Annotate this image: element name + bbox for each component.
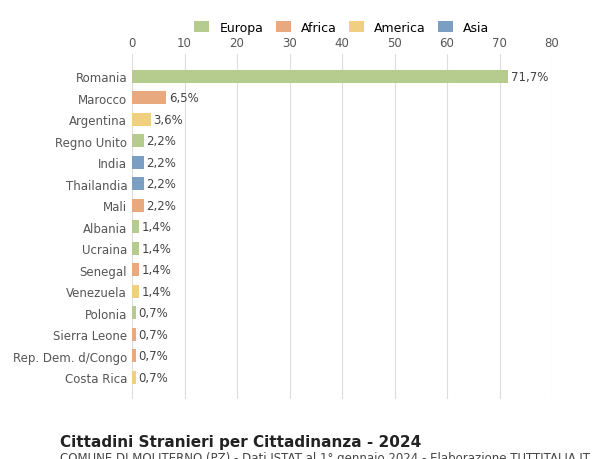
Text: 2,2%: 2,2%: [146, 157, 176, 169]
Text: 1,4%: 1,4%: [142, 285, 172, 298]
Bar: [132, 157, 143, 169]
Text: 3,6%: 3,6%: [154, 113, 183, 127]
Bar: [132, 307, 136, 319]
Bar: [132, 349, 136, 362]
Bar: [132, 221, 139, 234]
Text: 1,4%: 1,4%: [142, 221, 172, 234]
Text: Cittadini Stranieri per Cittadinanza - 2024: Cittadini Stranieri per Cittadinanza - 2…: [60, 434, 421, 449]
Text: COMUNE DI MOLITERNO (PZ) - Dati ISTAT al 1° gennaio 2024 - Elaborazione TUTTITAL: COMUNE DI MOLITERNO (PZ) - Dati ISTAT al…: [60, 451, 590, 459]
Text: 2,2%: 2,2%: [146, 199, 176, 212]
Text: 0,7%: 0,7%: [139, 328, 168, 341]
Bar: [132, 242, 139, 255]
Bar: [132, 371, 136, 384]
Text: 1,4%: 1,4%: [142, 263, 172, 277]
Text: 2,2%: 2,2%: [146, 135, 176, 148]
Bar: [132, 285, 139, 298]
Bar: [132, 263, 139, 276]
Bar: [132, 178, 143, 191]
Text: 0,7%: 0,7%: [139, 349, 168, 362]
Text: 6,5%: 6,5%: [169, 92, 199, 105]
Bar: [132, 328, 136, 341]
Text: 0,7%: 0,7%: [139, 371, 168, 384]
Bar: [132, 199, 143, 212]
Bar: [132, 135, 143, 148]
Bar: [132, 92, 166, 105]
Legend: Europa, Africa, America, Asia: Europa, Africa, America, Asia: [190, 17, 494, 39]
Bar: [132, 71, 508, 84]
Text: 0,7%: 0,7%: [139, 307, 168, 319]
Text: 71,7%: 71,7%: [511, 71, 548, 84]
Bar: [132, 113, 151, 127]
Text: 2,2%: 2,2%: [146, 178, 176, 191]
Text: 1,4%: 1,4%: [142, 242, 172, 255]
